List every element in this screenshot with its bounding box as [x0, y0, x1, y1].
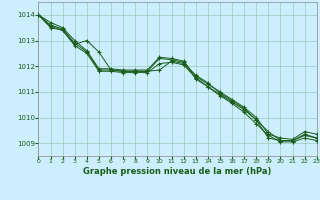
X-axis label: Graphe pression niveau de la mer (hPa): Graphe pression niveau de la mer (hPa) — [84, 167, 272, 176]
